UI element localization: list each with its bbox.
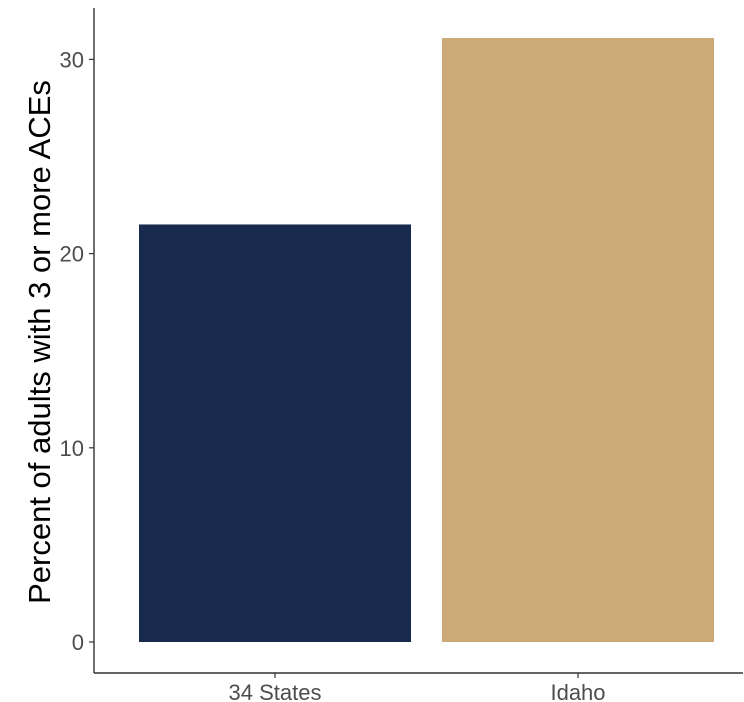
bars-layer (139, 38, 714, 642)
y-tick-label: 10 (60, 436, 84, 461)
y-tick-label: 30 (60, 47, 84, 72)
bar-idaho (442, 38, 714, 642)
y-axis-title: Percent of adults with 3 or more ACEs (22, 80, 57, 604)
x-tick-label: 34 States (229, 680, 322, 702)
bar-34-states (139, 224, 411, 642)
y-tick-label: 0 (72, 630, 84, 655)
axes-layer (93, 8, 743, 674)
y-tick-label: 20 (60, 242, 84, 267)
y-axis-ticks: 0 10 20 30 (60, 47, 94, 655)
x-tick-label: Idaho (550, 680, 605, 702)
x-axis-ticks: 34 States Idaho (229, 673, 606, 702)
